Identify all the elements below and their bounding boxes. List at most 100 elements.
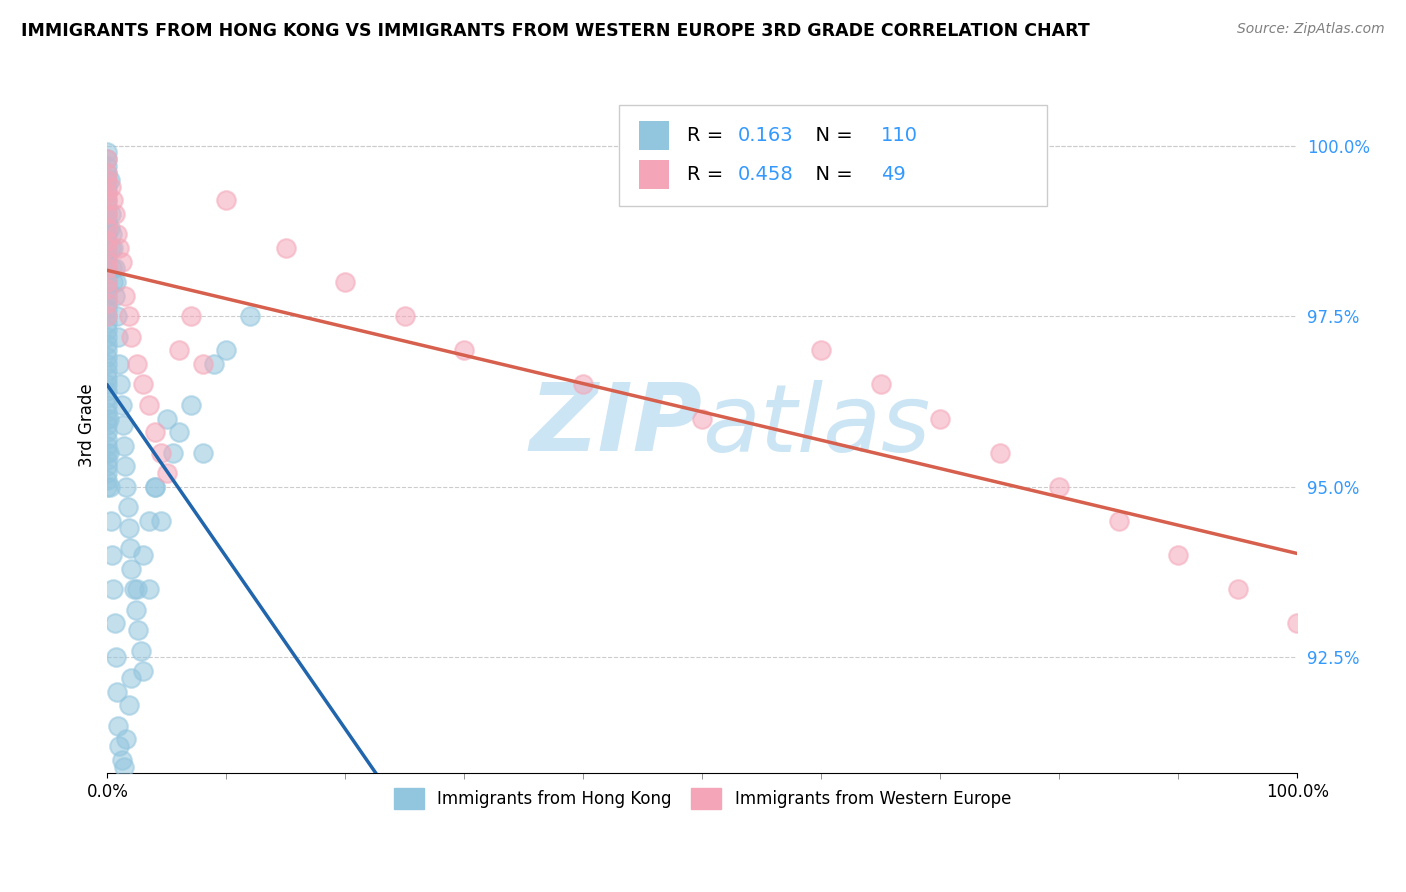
Point (103, 261, 125, 276)
Point (118, 521, 141, 535)
Point (127, 582, 149, 597)
Point (111, 418, 134, 433)
Point (1167, 548, 1189, 562)
Point (96, 153, 118, 167)
Point (96, 241, 118, 255)
Point (100, 241, 122, 255)
Point (104, 650, 127, 665)
Point (96, 336, 118, 351)
Text: N =: N = (803, 165, 859, 185)
Point (111, 254, 134, 268)
Point (96, 398, 118, 412)
Point (118, 310, 141, 324)
Point (96, 234, 118, 248)
Point (96, 166, 118, 180)
Point (191, 357, 214, 371)
Text: 49: 49 (880, 165, 905, 185)
Point (138, 514, 160, 528)
Point (107, 330, 129, 344)
Point (111, 753, 134, 767)
Point (138, 398, 160, 412)
Point (96, 234, 118, 248)
Point (132, 548, 155, 562)
Point (96, 145, 118, 160)
Point (96, 166, 118, 180)
Point (96, 432, 118, 446)
Point (167, 425, 190, 440)
Point (96, 295, 118, 310)
Point (103, 616, 125, 631)
Point (149, 514, 172, 528)
Point (101, 261, 124, 276)
Point (96, 316, 118, 330)
Point (96, 343, 118, 358)
Text: N =: N = (803, 126, 859, 145)
Point (96, 370, 118, 384)
Point (96, 411, 118, 425)
Point (690, 411, 713, 425)
Point (110, 377, 132, 392)
Point (97, 446, 120, 460)
Point (103, 582, 125, 597)
Point (96, 480, 118, 494)
Point (96, 302, 118, 317)
Point (143, 480, 166, 494)
Point (108, 357, 131, 371)
Point (156, 466, 179, 480)
Point (180, 310, 202, 324)
Point (149, 446, 172, 460)
Point (96, 459, 118, 474)
Point (96, 425, 118, 440)
Point (96, 248, 118, 262)
Point (96, 289, 118, 303)
Point (96, 350, 118, 364)
Point (96, 254, 118, 268)
Point (869, 377, 891, 392)
Point (96, 295, 118, 310)
Point (138, 582, 160, 597)
Text: R =: R = (686, 126, 730, 145)
Point (96, 282, 118, 296)
Point (115, 480, 138, 494)
Point (96, 357, 118, 371)
Point (112, 759, 135, 773)
Point (96, 310, 118, 324)
Point (1226, 582, 1249, 597)
Point (1286, 616, 1309, 631)
Bar (640, 161, 669, 189)
Point (100, 514, 122, 528)
Point (96, 261, 118, 276)
Point (96, 364, 118, 378)
Point (810, 343, 832, 358)
Legend: Immigrants from Hong Kong, Immigrants from Western Europe: Immigrants from Hong Kong, Immigrants fr… (387, 781, 1018, 815)
Point (127, 357, 149, 371)
Point (167, 343, 190, 358)
Text: ZIP: ZIP (530, 379, 702, 472)
Point (96, 173, 118, 187)
Text: 0.163: 0.163 (738, 126, 793, 145)
Point (96, 207, 118, 221)
Point (96, 200, 118, 214)
Point (96, 213, 118, 227)
Point (96, 452, 118, 467)
Point (453, 343, 475, 358)
Point (96, 391, 118, 405)
Point (96, 466, 118, 480)
Point (98, 480, 121, 494)
Point (100, 179, 122, 194)
Point (122, 582, 145, 597)
Point (104, 275, 127, 289)
Point (96, 159, 118, 173)
Point (215, 194, 238, 208)
Point (107, 719, 129, 733)
Point (101, 548, 124, 562)
Point (191, 446, 214, 460)
Point (103, 194, 125, 208)
Text: atlas: atlas (702, 380, 931, 471)
Bar (640, 120, 669, 150)
Point (96, 186, 118, 201)
Point (96, 261, 118, 276)
Point (162, 446, 184, 460)
Point (1108, 514, 1130, 528)
Point (103, 275, 125, 289)
